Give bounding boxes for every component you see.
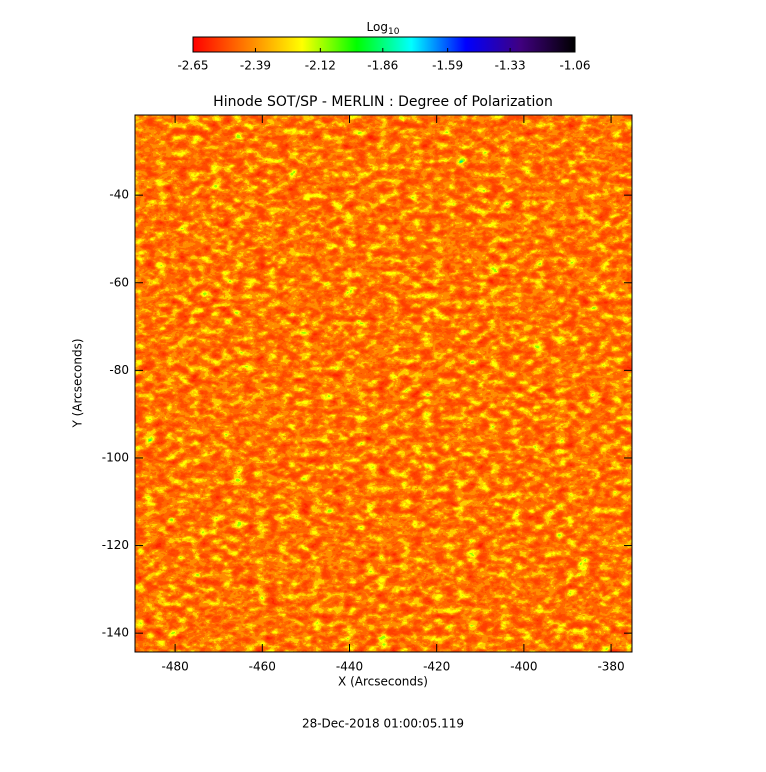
colorbar-tick-label: -2.65 [177, 59, 208, 73]
y-tick-label: -60 [109, 275, 129, 289]
colorbar-tick-label: -1.86 [367, 59, 398, 73]
plot-frame [134, 114, 633, 653]
colorbar-tick-label: -1.59 [432, 59, 463, 73]
colorbar-label-sub: 10 [388, 27, 400, 37]
colorbar-tick-label: -2.12 [305, 59, 336, 73]
y-tick-label: -100 [102, 450, 129, 464]
chart-title: Hinode SOT/SP - MERLIN : Degree of Polar… [213, 94, 553, 110]
colorbar-tick-label: -1.33 [495, 59, 526, 73]
x-tick-label: -460 [249, 660, 276, 674]
colorbar-tick-label: -2.39 [240, 59, 271, 73]
heatmap-texture [135, 115, 632, 652]
x-tick-label: -420 [423, 660, 450, 674]
heatmap-image [135, 115, 632, 652]
x-tick-label: -380 [597, 660, 624, 674]
colorbar-label-base: Log [367, 20, 388, 34]
colorbar-label: Log10 [367, 20, 400, 37]
colorbar [192, 36, 576, 53]
colorbar-tick-label: -1.06 [559, 59, 590, 73]
footer-timestamp: 28-Dec-2018 01:00:05.119 [302, 717, 464, 731]
y-tick-label: -40 [109, 188, 129, 202]
x-tick-label: -400 [510, 660, 537, 674]
x-axis-label: X (Arcseconds) [338, 675, 428, 689]
x-tick-label: -480 [161, 660, 188, 674]
x-tick-label: -440 [336, 660, 363, 674]
y-axis-label: Y (Arcseconds) [71, 338, 85, 428]
y-tick-label: -120 [102, 538, 129, 552]
y-tick-label: -140 [102, 626, 129, 640]
y-tick-label: -80 [109, 363, 129, 377]
